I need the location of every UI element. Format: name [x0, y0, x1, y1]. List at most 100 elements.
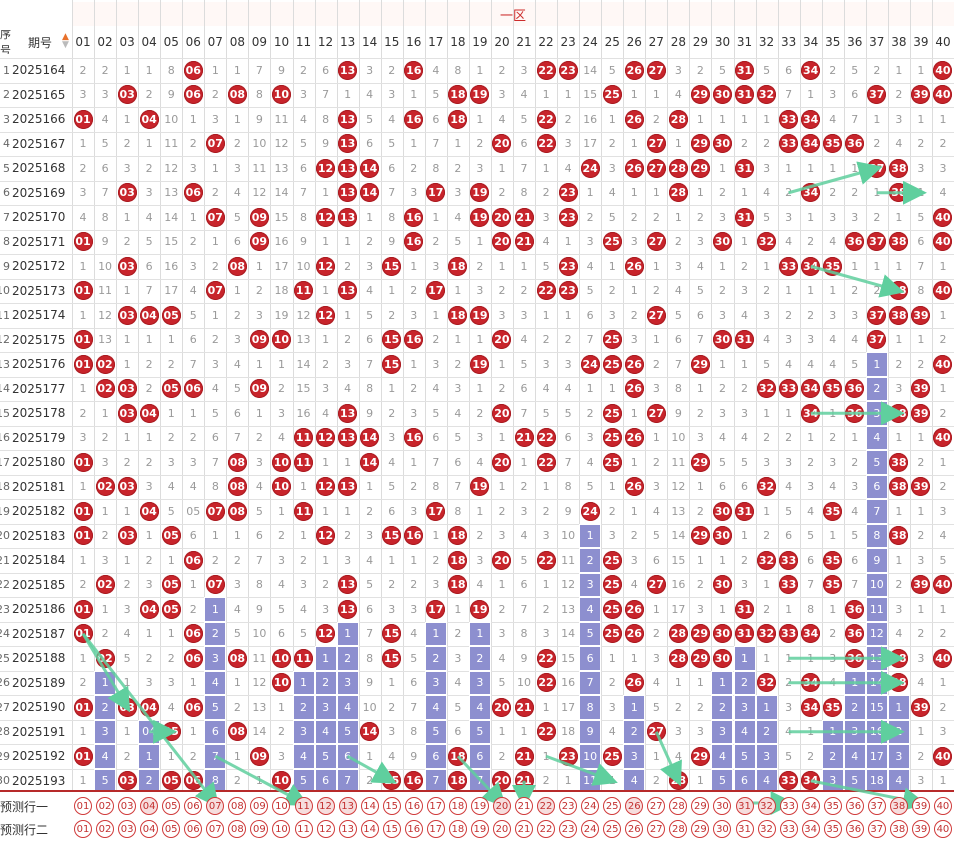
prediction-number[interactable]: 27 — [647, 797, 666, 815]
column-header-13[interactable]: 13 — [339, 35, 356, 49]
prediction-number[interactable]: 26 — [625, 820, 644, 838]
prediction-number[interactable]: 06 — [184, 820, 203, 838]
prediction-number[interactable]: 35 — [823, 820, 842, 838]
prediction-number-marked[interactable]: 04 — [140, 797, 159, 815]
column-header-25[interactable]: 25 — [604, 35, 620, 49]
column-header-02[interactable]: 02 — [97, 35, 113, 49]
column-header-30[interactable]: 30 — [714, 35, 731, 49]
prediction-number[interactable]: 38 — [889, 820, 908, 838]
prediction-number[interactable]: 07 — [206, 820, 225, 838]
prediction-number[interactable]: 04 — [140, 820, 159, 838]
prediction-number[interactable]: 31 — [735, 820, 754, 838]
prediction-number[interactable]: 11 — [294, 820, 313, 838]
prediction-number[interactable]: 34 — [801, 797, 820, 815]
prediction-number[interactable]: 02 — [96, 797, 115, 815]
prediction-number-marked[interactable]: 22 — [537, 797, 556, 815]
prediction-number[interactable]: 34 — [801, 820, 820, 838]
column-header-20[interactable]: 20 — [494, 35, 510, 49]
column-header-05[interactable]: 05 — [163, 35, 179, 49]
prediction-number[interactable]: 08 — [228, 797, 247, 815]
prediction-number[interactable]: 25 — [603, 797, 622, 815]
prediction-number[interactable]: 28 — [669, 820, 688, 838]
prediction-number[interactable]: 14 — [360, 820, 379, 838]
prediction-number[interactable]: 19 — [470, 820, 489, 838]
prediction-number[interactable]: 06 — [184, 797, 203, 815]
column-header-21[interactable]: 21 — [516, 35, 532, 49]
column-header-32[interactable]: 32 — [758, 35, 775, 49]
column-header-10[interactable]: 10 — [273, 35, 290, 49]
prediction-number[interactable]: 13 — [338, 820, 357, 838]
prediction-number-marked[interactable]: 38 — [889, 797, 908, 815]
prediction-number[interactable]: 37 — [867, 820, 886, 838]
column-header-04[interactable]: 04 — [141, 35, 157, 49]
prediction-number[interactable]: 14 — [360, 797, 379, 815]
column-header-18[interactable]: 18 — [450, 35, 466, 49]
column-header-19[interactable]: 19 — [472, 35, 488, 49]
prediction-number[interactable]: 19 — [470, 797, 489, 815]
prediction-number[interactable]: 24 — [581, 797, 600, 815]
prediction-number[interactable]: 16 — [404, 820, 423, 838]
prediction-number[interactable]: 39 — [911, 820, 930, 838]
prediction-number[interactable]: 32 — [757, 820, 776, 838]
prediction-number[interactable]: 29 — [691, 820, 710, 838]
prediction-number[interactable]: 30 — [713, 820, 732, 838]
prediction-number[interactable]: 08 — [228, 820, 247, 838]
prediction-number[interactable]: 28 — [669, 797, 688, 815]
column-header-14[interactable]: 14 — [362, 35, 378, 49]
prediction-number[interactable]: 33 — [779, 820, 798, 838]
prediction-number-marked[interactable]: 13 — [338, 797, 357, 815]
prediction-number[interactable]: 40 — [933, 820, 952, 838]
prediction-number[interactable]: 27 — [647, 820, 666, 838]
prediction-number[interactable]: 17 — [426, 797, 445, 815]
prediction-number[interactable]: 16 — [404, 797, 423, 815]
prediction-number[interactable]: 02 — [96, 820, 115, 838]
prediction-number[interactable]: 01 — [74, 820, 92, 838]
column-header-37[interactable]: 37 — [869, 35, 885, 49]
prediction-number[interactable]: 09 — [250, 820, 269, 838]
prediction-number-marked[interactable]: 32 — [757, 797, 776, 815]
period-header[interactable]: 期号 — [27, 35, 52, 50]
prediction-number[interactable]: 05 — [162, 797, 181, 815]
prediction-number[interactable]: 35 — [823, 797, 842, 815]
prediction-number[interactable]: 01 — [74, 797, 92, 815]
column-header-15[interactable]: 15 — [384, 35, 400, 49]
prediction-number-marked[interactable]: 07 — [206, 797, 225, 815]
column-header-03[interactable]: 03 — [119, 35, 135, 49]
prediction-number[interactable]: 33 — [779, 797, 798, 815]
column-header-06[interactable]: 06 — [185, 35, 201, 49]
column-header-34[interactable]: 34 — [803, 35, 819, 49]
prediction-number[interactable]: 09 — [250, 797, 269, 815]
column-header-35[interactable]: 35 — [825, 35, 841, 49]
prediction-number[interactable]: 03 — [118, 797, 137, 815]
column-header-33[interactable]: 33 — [780, 35, 797, 49]
prediction-number[interactable]: 21 — [515, 797, 533, 815]
prediction-number[interactable]: 30 — [713, 797, 732, 815]
prediction-number-marked[interactable]: 31 — [735, 797, 754, 815]
prediction-number[interactable]: 10 — [272, 797, 291, 815]
column-header-39[interactable]: 39 — [913, 35, 929, 49]
column-header-24[interactable]: 24 — [582, 35, 598, 49]
prediction-number[interactable]: 15 — [382, 820, 401, 838]
prediction-number[interactable]: 36 — [845, 820, 864, 838]
column-header-31[interactable]: 31 — [736, 35, 753, 49]
column-header-09[interactable]: 09 — [251, 35, 268, 49]
prediction-number[interactable]: 40 — [933, 797, 952, 815]
prediction-number[interactable]: 18 — [448, 820, 467, 838]
prediction-number[interactable]: 18 — [448, 797, 467, 815]
prediction-number[interactable]: 25 — [603, 820, 622, 838]
prediction-number[interactable]: 29 — [691, 797, 710, 815]
column-header-28[interactable]: 28 — [670, 35, 686, 49]
prediction-number[interactable]: 24 — [581, 820, 600, 838]
prediction-number[interactable]: 36 — [845, 797, 864, 815]
prediction-number[interactable]: 20 — [492, 820, 511, 838]
column-header-27[interactable]: 27 — [648, 35, 664, 49]
prediction-number[interactable]: 10 — [272, 820, 291, 838]
prediction-number[interactable]: 17 — [426, 820, 445, 838]
prediction-number-marked[interactable]: 12 — [316, 797, 335, 815]
column-header-36[interactable]: 36 — [847, 35, 863, 49]
column-header-07[interactable]: 07 — [207, 35, 223, 49]
prediction-number[interactable]: 12 — [316, 820, 335, 838]
prediction-number[interactable]: 21 — [515, 820, 533, 838]
prediction-number-marked[interactable]: 11 — [294, 797, 313, 815]
prediction-number-marked[interactable]: 20 — [492, 797, 511, 815]
